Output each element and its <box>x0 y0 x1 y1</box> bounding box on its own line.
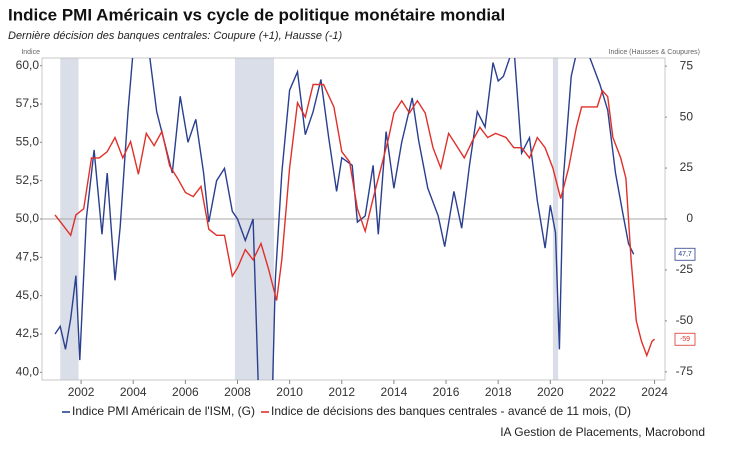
y-tick-label: 55,0 <box>16 135 40 149</box>
x-tick-label: 2004 <box>120 385 147 399</box>
x-tick-label: 2016 <box>433 385 460 399</box>
y-tick-label: 57,5 <box>16 96 40 110</box>
end-label-box <box>674 332 696 346</box>
y2-tick-label: 0 <box>686 211 693 225</box>
y2-tick-label: -75 <box>676 364 694 378</box>
series-line <box>54 83 656 358</box>
x-tick-label: 2018 <box>485 385 512 399</box>
y2-tick-label: 75 <box>680 58 694 72</box>
y2-tick-label: -50 <box>676 313 694 327</box>
x-tick-label: 2012 <box>328 385 355 399</box>
y2-tick-label: 50 <box>680 109 694 123</box>
plot-area <box>54 58 656 380</box>
x-tick-label: 2022 <box>589 385 616 399</box>
y2-tick-label: -25 <box>676 262 694 276</box>
y-tick-label: 45,0 <box>16 288 40 302</box>
y-tick-label: 50,0 <box>16 211 40 225</box>
end-label-box <box>674 247 696 261</box>
x-tick-label: 2010 <box>276 385 303 399</box>
y-tick-label: 60,0 <box>16 58 40 72</box>
x-tick-label: 2008 <box>224 385 251 399</box>
y2-tick-label: 25 <box>680 160 694 174</box>
chart-title: Indice PMI Américain vs cycle de politiq… <box>8 5 505 24</box>
y-tick-label: 40,0 <box>16 365 40 379</box>
y-axis-label: Indice <box>21 49 40 56</box>
source: IA Gestion de Placements, Macrobond <box>500 425 705 439</box>
legend-label: Indice de décisions des banques centrale… <box>271 404 631 418</box>
series-line <box>54 58 635 380</box>
x-tick-label: 2020 <box>537 385 564 399</box>
x-tick-label: 2024 <box>641 385 668 399</box>
x-tick-label: 2014 <box>381 385 408 399</box>
chart-subtitle: Dernière décision des banques centrales:… <box>8 30 342 42</box>
legend-label: Indice PMI Américain de l'ISM, (G) <box>72 404 255 418</box>
end-label: -59 <box>680 336 690 343</box>
end-label: 47,7 <box>678 251 692 258</box>
y-tick-label: 42,5 <box>16 326 40 340</box>
y-tick-label: 52,5 <box>16 173 40 187</box>
x-tick-label: 2006 <box>172 385 199 399</box>
y2-axis-label: Indice (Hausses & Coupures) <box>609 49 700 56</box>
x-tick-label: 2002 <box>68 385 95 399</box>
y-tick-label: 47,5 <box>16 250 40 264</box>
